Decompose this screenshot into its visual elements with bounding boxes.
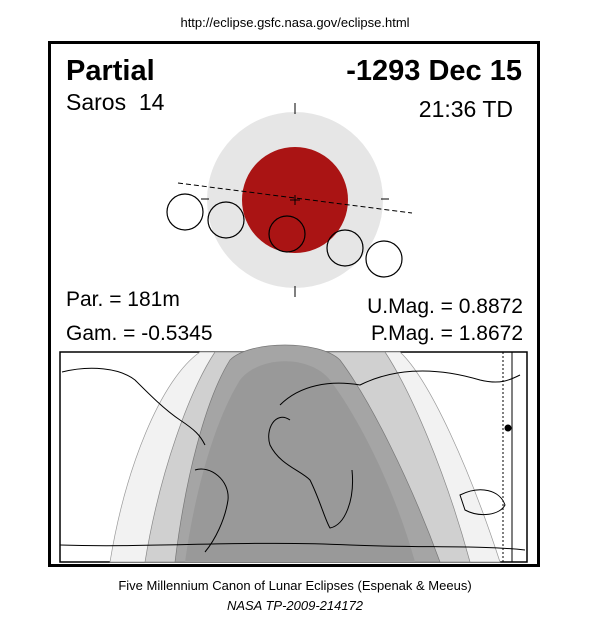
time: 21:36 TD: [419, 96, 513, 122]
canon-credit: Five Millennium Canon of Lunar Eclipses …: [118, 578, 471, 593]
eclipse-type: Partial: [66, 55, 155, 87]
parameter-par: Par. = 181m: [66, 288, 180, 311]
source-url: http://eclipse.gsfc.nasa.gov/eclipse.htm…: [180, 15, 409, 30]
axis-ticks: [201, 103, 389, 297]
parameter-gam: Gam. = -0.5345: [66, 322, 213, 345]
saros: Saros 14: [66, 89, 165, 115]
moon-positions: [166, 193, 403, 278]
moon-path: [177, 182, 413, 214]
world-map: [59, 344, 528, 563]
eclipse-date: -1293 Dec 15: [346, 55, 522, 87]
parameter-pmag: P.Mag. = 1.8672: [371, 322, 523, 345]
report-credit: NASA TP-2009-214172: [227, 598, 364, 613]
parameter-umag: U.Mag. = 0.8872: [367, 295, 523, 318]
